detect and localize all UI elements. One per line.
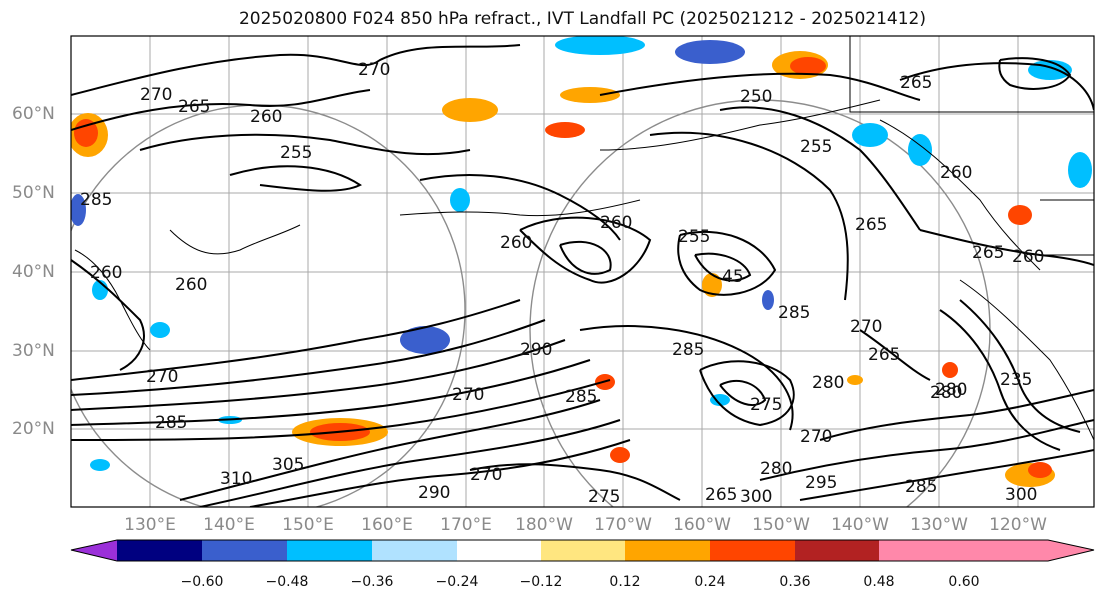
colorbar-extend-max [964,540,1094,561]
contour-label: 255 [678,227,710,247]
lat-label: 60°N [12,104,55,124]
colorbar-tick-label: −0.36 [350,574,394,590]
contour-label: 260 [600,213,632,233]
lon-label: 130°W [910,515,968,535]
contour-label: 285 [155,413,187,433]
contour-label: 300 [1005,485,1037,505]
lon-label: 170°W [594,515,652,535]
contour-label: 285 [672,340,704,360]
lat-label: 20°N [12,419,55,439]
contour-label: 270 [470,465,502,485]
colorbar-outline [70,539,1095,562]
colorbar-segment [287,540,372,561]
colorbar [70,539,1095,562]
contour-label: 270 [850,317,882,337]
lat-label: 50°N [12,183,55,203]
colorbar-tick-label: −0.48 [265,574,309,590]
refractivity-contours [71,44,1094,507]
contour-label: 270 [140,85,172,105]
contour-label: 260 [940,163,972,183]
colorbar-segment [541,540,625,561]
lon-label: 150°E [282,515,334,535]
contour-label: 255 [280,143,312,163]
contour-label: 260 [1012,247,1044,267]
contour-label: 45 [722,267,744,287]
contour-label: 250 [740,87,772,107]
contour-label: 265 [705,485,737,505]
contour-label: 275 [588,487,620,507]
contour-label: 290 [520,340,552,360]
contour-label: 270 [452,385,484,405]
lon-label: 180°W [515,515,573,535]
lon-label: 160°E [361,515,413,535]
colorbar-segment [710,540,795,561]
contour-label: 265 [900,73,932,93]
colorbar-extend-min [71,540,117,561]
coastlines [74,36,1094,441]
lon-label: 160°W [673,515,731,535]
contour-label: 285 [905,477,937,497]
contour-label: 280 [935,380,967,400]
contour-label: 290 [418,483,450,503]
contour-label: 285 [80,190,112,210]
contour-label: 275 [750,395,782,415]
lon-label: 130°E [124,515,176,535]
contour-label: 280 [812,373,844,393]
contour-label: 255 [800,137,832,157]
colorbar-tick-label: 0.36 [779,574,811,590]
colorbar-tick-label: −0.12 [519,574,563,590]
contour-label: 295 [805,473,837,493]
contour-label: 260 [500,233,532,253]
contour-label: 260 [90,263,122,283]
colorbar-tick-label: 0.48 [863,574,895,590]
map-title: 2025020800 F024 850 hPa refract., IVT La… [238,9,926,29]
contour-label: 265 [868,345,900,365]
contour-label: 305 [272,455,304,475]
lon-label: 170°E [440,515,492,535]
contour-label-layer: 270 265 260 255 250 270 265 255 260 265 … [80,60,1044,507]
colorbar-tick-label: 0.12 [609,574,641,590]
contour-label: 260 [250,107,282,127]
colorbar-segment [372,540,457,561]
colorbar-segment [457,540,541,561]
map-frame [70,35,1095,508]
lon-label: 120°W [989,515,1047,535]
contour-label: 265 [178,97,210,117]
contour-label: 265 [972,243,1004,263]
contour-label: 270 [800,427,832,447]
colorbar-tick-label: −0.24 [435,574,479,590]
lon-label: 140°W [831,515,889,535]
lat-label: 30°N [12,341,55,361]
contour-label: 300 [740,487,772,507]
colorbar-tick-label: 0.24 [694,574,726,590]
lon-label: 150°W [752,515,810,535]
contour-label: 285 [778,303,810,323]
colorbar-tick-label: 0.60 [948,574,980,590]
map-content [71,36,1094,507]
contour-label: 260 [175,275,207,295]
contour-label: 265 [855,215,887,235]
contour-label: 285 [565,387,597,407]
contour-label: 270 [146,367,178,387]
contour-label: 280 [930,383,962,403]
colorbar-segment [202,540,287,561]
lon-label: 140°E [203,515,255,535]
contour-label: 235 [1000,370,1032,390]
contour-label: 280 [760,459,792,479]
lat-label: 40°N [12,262,55,282]
contour-label: 310 [220,469,252,489]
colorbar-segment [117,540,202,561]
colorbar-tick-label: −0.60 [180,574,224,590]
colorbar-segment [795,540,879,561]
contour-label: 270 [358,60,390,80]
colorbar-segment [879,540,964,561]
colorbar-segment [625,540,710,561]
